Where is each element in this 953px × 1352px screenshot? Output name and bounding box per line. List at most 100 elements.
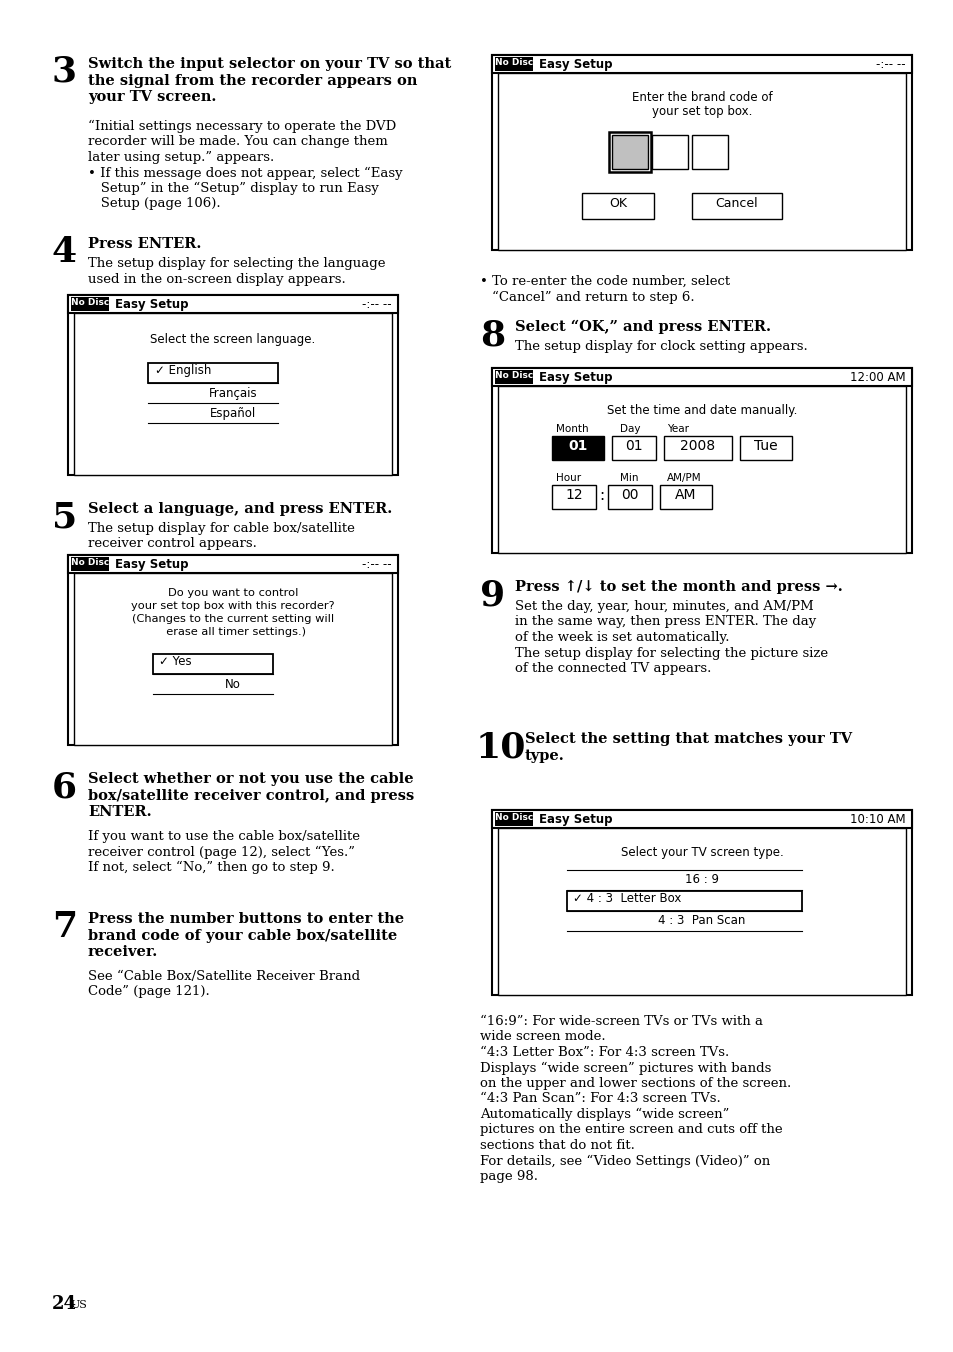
Text: ✓ English: ✓ English	[154, 364, 212, 377]
Text: -:-- --: -:-- --	[362, 297, 392, 311]
Text: No Disc: No Disc	[495, 370, 533, 380]
Bar	[659, 485, 711, 508]
Text: 3: 3	[52, 55, 77, 89]
Text: 8: 8	[479, 318, 504, 352]
Text: “4:3 Pan Scan”: For 4:3 screen TVs.: “4:3 Pan Scan”: For 4:3 screen TVs.	[479, 1092, 720, 1106]
Text: used in the on-screen display appears.: used in the on-screen display appears.	[88, 273, 345, 285]
Bar	[495, 370, 533, 384]
Text: Set the day, year, hour, minutes, and AM/PM: Set the day, year, hour, minutes, and AM…	[515, 600, 813, 612]
Text: 00: 00	[620, 488, 639, 502]
Bar	[497, 827, 905, 995]
Text: Select a language, and press ENTER.: Select a language, and press ENTER.	[88, 502, 392, 516]
Text: ✓ 4 : 3  Letter Box: ✓ 4 : 3 Letter Box	[573, 892, 680, 904]
Text: (Changes to the current setting will: (Changes to the current setting will	[132, 614, 334, 625]
Text: “4:3 Letter Box”: For 4:3 screen TVs.: “4:3 Letter Box”: For 4:3 screen TVs.	[479, 1046, 728, 1059]
Text: 24: 24	[52, 1295, 77, 1313]
Bar	[566, 891, 801, 911]
Text: Select whether or not you use the cable
box/satellite receiver control, and pres: Select whether or not you use the cable …	[88, 772, 414, 819]
Text: Select the screen language.: Select the screen language.	[151, 333, 315, 346]
Text: of the connected TV appears.: of the connected TV appears.	[515, 662, 711, 675]
Text: 10:10 AM: 10:10 AM	[849, 813, 905, 826]
Bar	[148, 362, 277, 383]
Text: The setup display for clock setting appears.: The setup display for clock setting appe…	[515, 339, 807, 353]
Text: 01: 01	[568, 439, 587, 453]
Bar	[492, 55, 911, 73]
Text: 9: 9	[479, 579, 504, 612]
Text: Month: Month	[556, 425, 588, 434]
Text: Setup” in the “Setup” display to run Easy: Setup” in the “Setup” display to run Eas…	[88, 183, 378, 195]
Text: The setup display for selecting the picture size: The setup display for selecting the pict…	[515, 646, 827, 660]
Text: 10: 10	[476, 730, 526, 764]
Text: 4: 4	[52, 235, 77, 269]
Text: on the upper and lower sections of the screen.: on the upper and lower sections of the s…	[479, 1078, 790, 1090]
Text: 16 : 9: 16 : 9	[684, 873, 719, 886]
Bar	[492, 810, 911, 995]
Bar	[492, 55, 911, 250]
Text: Year: Year	[666, 425, 688, 434]
Text: No Disc: No Disc	[495, 58, 533, 68]
Text: • To re-enter the code number, select: • To re-enter the code number, select	[479, 274, 729, 288]
Bar	[68, 556, 397, 573]
Bar	[71, 297, 109, 311]
Text: Day: Day	[619, 425, 639, 434]
Text: Hour: Hour	[556, 473, 580, 483]
Text: 12:00 AM: 12:00 AM	[849, 370, 905, 384]
Text: Easy Setup: Easy Setup	[115, 558, 189, 571]
Text: Select the setting that matches your TV
type.: Select the setting that matches your TV …	[524, 731, 851, 763]
Text: Español: Español	[210, 407, 255, 420]
Text: Français: Français	[209, 387, 257, 400]
Text: No: No	[225, 677, 241, 691]
Text: 4 : 3  Pan Scan: 4 : 3 Pan Scan	[658, 914, 745, 927]
Text: If you want to use the cable box/satellite: If you want to use the cable box/satelli…	[88, 830, 359, 844]
Bar	[74, 314, 392, 475]
Text: Easy Setup: Easy Setup	[538, 370, 612, 384]
Bar	[71, 557, 109, 571]
Text: Easy Setup: Easy Setup	[538, 813, 612, 826]
Bar	[492, 368, 911, 553]
Text: 12: 12	[564, 488, 582, 502]
Text: • If this message does not appear, select “Easy: • If this message does not appear, selec…	[88, 166, 402, 180]
Bar	[495, 57, 533, 72]
Text: wide screen mode.: wide screen mode.	[479, 1030, 605, 1044]
Text: AM/PM: AM/PM	[666, 473, 700, 483]
Bar	[612, 135, 647, 169]
Text: Select your TV screen type.: Select your TV screen type.	[620, 846, 782, 859]
Text: Do you want to control: Do you want to control	[168, 588, 298, 598]
Text: sections that do not fit.: sections that do not fit.	[479, 1138, 634, 1152]
Text: Displays “wide screen” pictures with bands: Displays “wide screen” pictures with ban…	[479, 1061, 771, 1075]
Text: 01: 01	[624, 439, 642, 453]
Bar	[663, 435, 731, 460]
Text: The setup display for selecting the language: The setup display for selecting the lang…	[88, 257, 385, 270]
Text: Setup (page 106).: Setup (page 106).	[88, 197, 220, 211]
Text: See “Cable Box/Satellite Receiver Brand: See “Cable Box/Satellite Receiver Brand	[88, 969, 359, 983]
Text: later using setup.” appears.: later using setup.” appears.	[88, 151, 274, 164]
Bar	[68, 295, 397, 314]
Text: pictures on the entire screen and cuts off the: pictures on the entire screen and cuts o…	[479, 1124, 781, 1137]
Text: Switch the input selector on your TV so that
the signal from the recorder appear: Switch the input selector on your TV so …	[88, 57, 451, 104]
Text: 6: 6	[52, 771, 77, 804]
Bar	[552, 435, 603, 460]
Text: US: US	[71, 1301, 88, 1310]
Bar	[651, 135, 687, 169]
Bar	[552, 485, 596, 508]
Text: 5: 5	[52, 500, 77, 534]
Bar	[68, 295, 397, 475]
Text: 7: 7	[52, 910, 77, 944]
Text: Tue: Tue	[754, 439, 777, 453]
Text: Easy Setup: Easy Setup	[538, 58, 612, 72]
Text: If not, select “No,” then go to step 9.: If not, select “No,” then go to step 9.	[88, 861, 335, 875]
Text: ✓ Yes: ✓ Yes	[159, 654, 192, 668]
Text: -:-- --: -:-- --	[362, 558, 392, 571]
Text: No Disc: No Disc	[71, 297, 109, 307]
Bar	[691, 193, 781, 219]
Bar	[68, 556, 397, 745]
Text: Press the number buttons to enter the
brand code of your cable box/satellite
rec: Press the number buttons to enter the br…	[88, 913, 404, 960]
Text: erase all timer settings.): erase all timer settings.)	[159, 627, 306, 637]
Text: Select “OK,” and press ENTER.: Select “OK,” and press ENTER.	[515, 320, 770, 334]
Text: Press ↑/↓ to set the month and press →.: Press ↑/↓ to set the month and press →.	[515, 580, 841, 594]
Text: receiver control appears.: receiver control appears.	[88, 538, 256, 550]
Text: receiver control (page 12), select “Yes.”: receiver control (page 12), select “Yes.…	[88, 845, 355, 859]
Text: Min: Min	[619, 473, 638, 483]
Text: Easy Setup: Easy Setup	[115, 297, 189, 311]
Text: Code” (page 121).: Code” (page 121).	[88, 986, 210, 999]
